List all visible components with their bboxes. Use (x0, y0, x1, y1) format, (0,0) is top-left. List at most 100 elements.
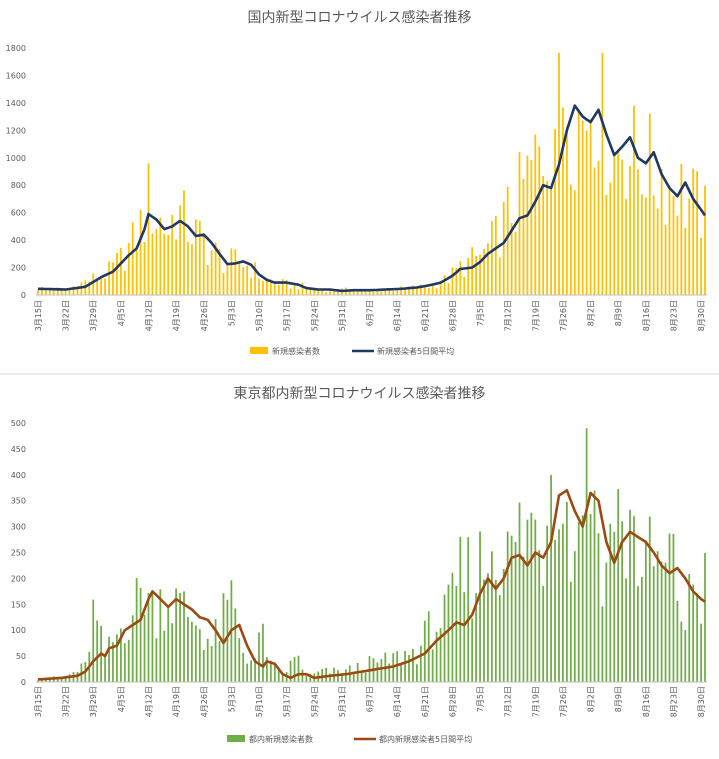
x-tick-label: 3月15日 (34, 300, 43, 331)
daily-bar (123, 643, 126, 682)
daily-bar (305, 675, 308, 682)
y-tick-label: 300 (11, 523, 26, 532)
daily-bar (573, 551, 576, 682)
daily-bar (104, 657, 106, 682)
daily-bar (451, 267, 454, 295)
daily-bar (179, 592, 181, 682)
daily-bar (187, 241, 189, 295)
daily-bar (490, 221, 493, 295)
daily-bar (400, 664, 402, 682)
daily-bar (191, 244, 193, 295)
daily-bar (408, 655, 410, 682)
x-tick-label: 5月3日 (227, 686, 236, 712)
x-tick-label: 8月9日 (614, 686, 623, 712)
daily-bar (447, 283, 450, 295)
daily-bar (376, 289, 379, 295)
legend: 新規感染者数 新規感染者5日間平均 (250, 346, 454, 356)
daily-bar (293, 284, 296, 295)
daily-bar (151, 591, 154, 682)
daily-bar (637, 169, 639, 295)
daily-bar (617, 489, 620, 682)
daily-bar (218, 248, 221, 295)
daily-bar (198, 629, 201, 682)
daily-bar (250, 660, 253, 682)
daily-bar (534, 134, 537, 295)
daily-bar (625, 198, 627, 295)
daily-bar (585, 428, 588, 682)
daily-bar (309, 288, 312, 295)
daily-bar (431, 649, 434, 682)
daily-bar (269, 279, 272, 295)
daily-bar (443, 275, 446, 295)
daily-bar (92, 273, 95, 295)
daily-bar (562, 107, 564, 295)
daily-bar (273, 281, 276, 295)
x-tick-label: 3月29日 (89, 686, 98, 717)
daily-bar (281, 674, 284, 682)
daily-bar (179, 205, 181, 295)
daily-bar (589, 119, 592, 296)
legend-label-line: 都内新規感染者5日間平均 (379, 734, 472, 744)
daily-bar (325, 292, 327, 295)
daily-bar (64, 289, 67, 295)
x-tick-label: 7月5日 (476, 300, 485, 326)
y-tick-label: 500 (11, 419, 26, 428)
daily-bar (471, 618, 474, 682)
daily-bar (147, 593, 150, 682)
daily-bar (246, 663, 249, 682)
daily-bar (364, 289, 367, 295)
daily-bar (506, 186, 509, 295)
daily-bar (242, 267, 245, 295)
daily-bar (266, 277, 268, 295)
x-tick-label: 6月21日 (421, 300, 430, 331)
x-tick-label: 8月9日 (614, 300, 623, 326)
daily-bar (589, 514, 592, 682)
x-tick-label: 7月12日 (504, 686, 513, 717)
y-tick-label: 600 (11, 209, 26, 218)
x-tick-label: 8月16日 (642, 686, 651, 717)
daily-bar (92, 599, 95, 682)
daily-bar (123, 270, 126, 295)
daily-bar (569, 184, 572, 295)
daily-bar (609, 182, 612, 295)
daily-bar (550, 474, 552, 682)
daily-bar (194, 625, 197, 682)
daily-bar (325, 667, 327, 682)
daily-bar (483, 579, 485, 682)
daily-bar (629, 165, 631, 295)
daily-bar (463, 276, 466, 295)
y-tick-label: 1800 (6, 44, 26, 53)
daily-bar (206, 638, 209, 682)
daily-bar (613, 531, 616, 682)
legend-label-bar: 新規感染者数 (272, 346, 320, 356)
daily-bar (112, 642, 114, 682)
daily-bar (435, 631, 438, 682)
daily-bar (317, 289, 320, 295)
daily-bar (222, 593, 225, 682)
x-tick-label: 4月19日 (172, 686, 181, 717)
daily-bar (250, 278, 253, 295)
daily-bar (171, 623, 174, 682)
daily-bar (321, 289, 324, 295)
daily-bar (526, 155, 529, 295)
daily-bar (700, 237, 702, 295)
daily-bar (277, 668, 280, 682)
daily-bar (396, 290, 399, 295)
daily-bar (467, 257, 470, 295)
x-tick-label: 4月12日 (144, 686, 153, 717)
daily-bar (396, 651, 399, 682)
daily-bar (502, 201, 505, 295)
daily-bar (439, 283, 442, 295)
daily-bar (167, 605, 170, 682)
daily-bar (344, 669, 347, 682)
daily-bar (593, 490, 596, 682)
chart-2: 東京都内新型コロナウイルス感染者推移 0 50 100 150 200 250 300 350 4… (11, 385, 707, 744)
daily-bar (487, 243, 489, 295)
daily-bar (127, 639, 130, 682)
daily-bar (435, 288, 438, 295)
daily-bar (222, 273, 225, 295)
daily-bar (581, 120, 584, 295)
x-tick-label: 7月26日 (559, 686, 568, 717)
x-tick-label: 3月29日 (89, 300, 98, 331)
average-line (37, 488, 706, 681)
